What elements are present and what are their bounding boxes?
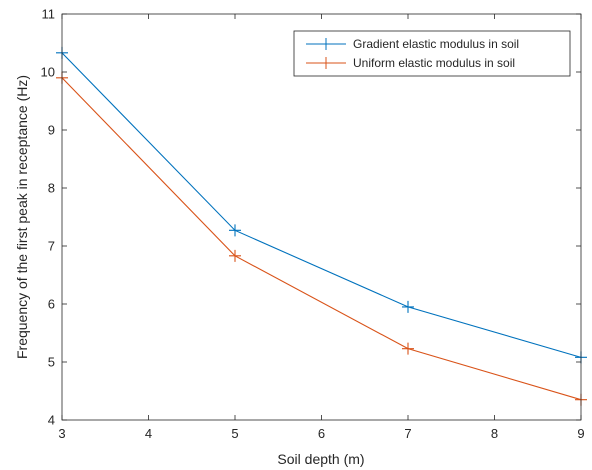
legend-box: [293, 30, 571, 77]
x-tick-label: 6: [318, 426, 325, 441]
y-tick-label: 10: [41, 65, 55, 80]
x-tick-label: 3: [58, 426, 65, 441]
y-tick-label: 4: [48, 413, 55, 428]
legend-marker-1: [320, 57, 332, 69]
data-point: [402, 342, 414, 355]
y-axis-label: Frequency of the first peak in receptanc…: [14, 75, 30, 359]
y-tick-label: 8: [48, 181, 55, 196]
x-tick-label: 5: [231, 426, 238, 441]
x-tick-label: 9: [577, 426, 584, 441]
plot-area: [62, 14, 581, 420]
y-tick-label: 7: [48, 239, 55, 254]
legend-entry: Gradient elastic modulus in soil: [306, 37, 519, 51]
x-tick-label: 8: [491, 426, 498, 441]
legend-label-1: Uniform elastic modulus in soil: [353, 56, 515, 70]
legend-marker-0: [320, 38, 332, 50]
x-axis-label: Soil depth (m): [277, 451, 364, 467]
legend: Gradient elastic modulus in soil Uniform…: [293, 30, 571, 77]
series-line-0: [61, 52, 582, 358]
y-tick-label: 11: [42, 7, 56, 22]
data-point: [402, 300, 414, 313]
x-tick-label: 7: [404, 426, 411, 441]
legend-entries: Gradient elastic modulus in soil Uniform…: [306, 37, 519, 70]
legend-entry: Uniform elastic modulus in soil: [306, 56, 515, 70]
data-point: [229, 249, 241, 262]
series-line-1: [61, 77, 582, 401]
x-tick-label: 4: [145, 426, 152, 441]
y-tick-label: 9: [48, 123, 55, 138]
y-tick-label: 6: [48, 297, 55, 312]
y-tick-label: 5: [48, 355, 55, 370]
legend-label-0: Gradient elastic modulus in soil: [353, 37, 519, 51]
data-point: [229, 224, 241, 237]
